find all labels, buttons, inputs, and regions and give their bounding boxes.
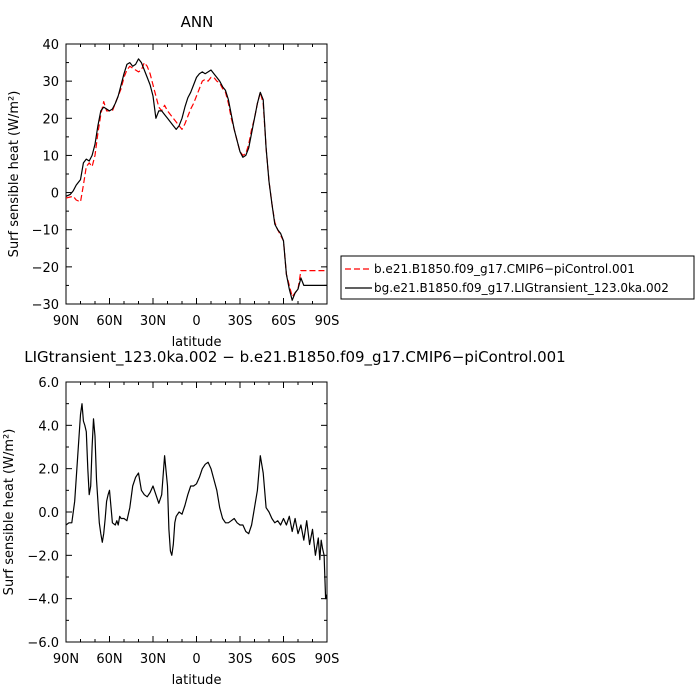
x-tick-label: 60N [96,652,122,667]
y-axis-label: Surf sensible heat (W/m²) [7,91,22,258]
x-tick-label: 90N [53,314,79,329]
legend-box [340,255,695,300]
bottom-panel: 90N 60N 30N 0 30S 60S 90S −6.0 −4.0 −2.0 0.0 2.0 4.0… [2,348,566,688]
y-tick-label: 0.0 [38,506,59,521]
series-line-0 [65,403,328,600]
x-tick-label: 30S [228,652,253,667]
y-tick-label: −6.0 [27,636,59,651]
y-tick-label: 20 [42,112,59,127]
legend: b.e21.B1850.f09_g17.CMIP6−piControl.001b… [340,255,695,300]
legend-label: b.e21.B1850.f09_g17.CMIP6−piControl.001 [374,262,635,276]
x-tick-label: 0 [192,652,200,667]
x-tick-label: 30S [228,314,253,329]
x-tick-label: 60S [271,314,296,329]
x-tick-label: 0 [192,314,200,329]
y-tick-label: 4.0 [38,419,59,434]
x-axis-label: latitude [172,673,222,688]
series-line-1 [65,58,327,301]
y-tick-label: 6.0 [38,376,59,391]
y-tick-label: −4.0 [27,593,59,608]
x-tick-label: 30N [140,652,166,667]
x-axis-label: latitude [172,335,222,350]
x-tick-label: 30N [140,314,166,329]
chart-title: LIGtransient_123.0ka.002 − b.e21.B1850.f… [24,348,565,367]
y-axis-label: Surf sensible heat (W/m²) [2,429,17,596]
y-tick-label: 30 [42,75,59,90]
x-tick-label: 90N [53,652,79,667]
plot-frame [65,43,328,305]
chart-title: ANN [181,13,214,31]
y-tick-label: 40 [42,38,59,53]
y-tick-label: −30 [32,298,59,313]
y-tick-label: −10 [32,224,59,239]
y-tick-label: 0 [51,187,59,202]
top-panel: 90N 60N 30N 0 30S 60S 90S −30 −20 −10 0 10 20 30 40 ANN… [7,13,339,350]
x-tick-label: 60S [271,652,296,667]
y-tick-label: −20 [32,261,59,276]
y-tick-label: −2.0 [27,549,59,564]
y-tick-label: 10 [42,149,59,164]
y-tick-label: 2.0 [38,463,59,478]
x-tick-label: 90S [315,652,340,667]
x-tick-label: 90S [315,314,340,329]
legend-label: bg.e21.B1850.f09_g17.LIGtransient_123.0k… [374,281,669,295]
series-line-0 [65,61,327,298]
x-tick-label: 60N [96,314,122,329]
